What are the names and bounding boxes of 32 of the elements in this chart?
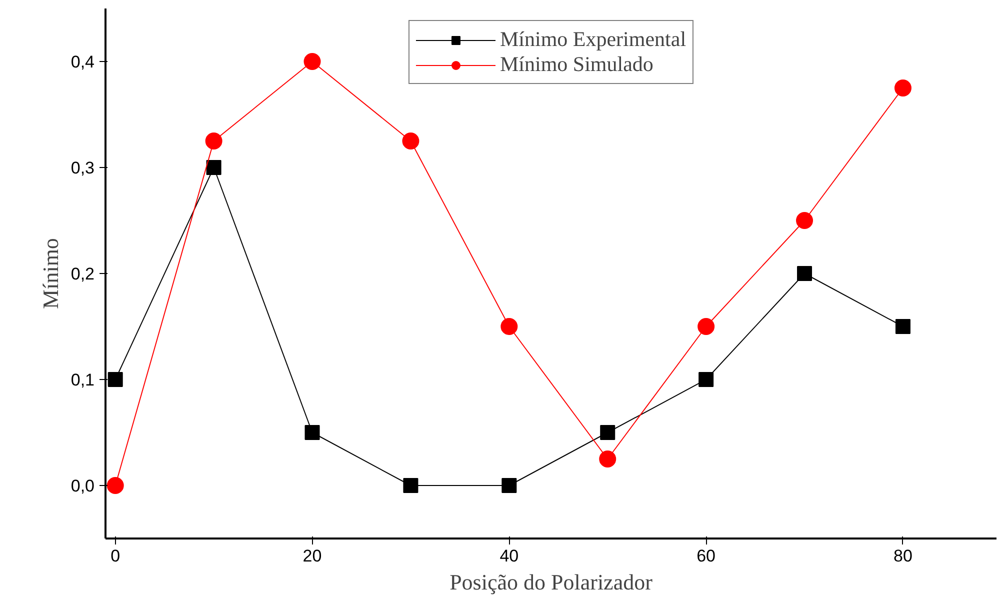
- legend-label: Mínimo Simulado: [500, 52, 654, 77]
- legend-label: Mínimo Experimental: [500, 27, 686, 52]
- y-tick-label: 0,2: [70, 264, 95, 284]
- point: [796, 212, 814, 229]
- y-tick-label: 0,3: [70, 158, 95, 178]
- point: [106, 477, 124, 494]
- x-tick-label: 60: [696, 546, 716, 566]
- point: [599, 450, 616, 468]
- point: [205, 132, 222, 150]
- y-tick-label: 0,4: [70, 52, 95, 72]
- point: [304, 425, 320, 440]
- x-tick-label: 40: [500, 546, 519, 566]
- point: [894, 80, 912, 96]
- point: [895, 319, 910, 334]
- point: [698, 372, 714, 387]
- point: [600, 425, 616, 440]
- x-tick-label: 80: [894, 546, 912, 566]
- x-tick-label: 20: [302, 546, 322, 566]
- point: [108, 372, 123, 387]
- point: [304, 53, 321, 70]
- point: [402, 132, 420, 150]
- point: [206, 160, 222, 175]
- point: [500, 318, 518, 335]
- y-axis-title: Mínimo: [38, 238, 63, 309]
- point: [797, 266, 812, 281]
- point: [403, 478, 418, 493]
- point: [698, 318, 715, 335]
- y-tick-label: 0,1: [70, 370, 95, 390]
- point: [502, 478, 517, 493]
- x-tick-label: 0: [110, 546, 120, 566]
- y-tick-label: 0,0: [70, 476, 95, 496]
- x-axis-title: Posição do Polarizador: [450, 570, 654, 594]
